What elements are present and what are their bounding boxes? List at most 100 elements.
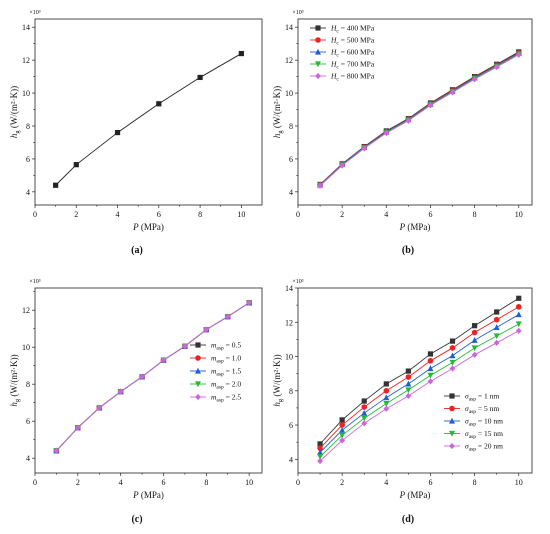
legend-marker [315, 61, 321, 68]
legend-label-value: = 2.5 [224, 393, 242, 402]
legend-label: masp = 2.5 [211, 393, 241, 404]
panel-a: 0 2 4 6 8 10 4 6 8 10 12 14 ×10³ P (MPa) hg (W/(m²·K))… [9, 10, 263, 256]
panel-caption: (a) [131, 245, 143, 256]
data-point [224, 313, 231, 320]
data-point [405, 117, 412, 124]
data-point [427, 365, 434, 372]
legend-label-value: = 5 nm [476, 404, 499, 413]
data-point [361, 409, 368, 416]
panel-d: 0 2 4 6 8 10 4 6 8 10 12 14×10³ P (MPa) hg (W/(m²·K))… [272, 279, 533, 525]
data-point [96, 404, 103, 411]
data-point [361, 404, 368, 410]
legend-label-symbol: σ [465, 442, 469, 451]
data-point [427, 351, 434, 357]
legend-marker [195, 381, 201, 388]
legend-label: masp = 1.0 [211, 354, 241, 365]
legend-label: Hc = 700 MPa [330, 60, 375, 71]
series-4 [317, 327, 522, 465]
legend-label-subscript: c [336, 77, 339, 83]
series-line [319, 330, 519, 462]
y-axis-label: hg (W/(m²·K)) [9, 354, 21, 406]
x-tick-label: 4 [384, 210, 388, 219]
y-axis-label-subscript: g [277, 130, 284, 134]
y-axis-label-unit: (W/(m²·K)) [9, 354, 19, 398]
legend-label-subscript: c [336, 29, 339, 35]
y-tick-label: 8 [26, 122, 30, 131]
plot-frame [297, 18, 533, 206]
x-tick-label: 8 [198, 210, 202, 219]
x-tick-label: 4 [384, 478, 388, 487]
x-axis-label-unit: (MPa) [405, 222, 430, 232]
data-point [160, 357, 167, 364]
data-point [361, 420, 368, 427]
series-line [56, 302, 250, 452]
legend-label-symbol: m [211, 393, 217, 402]
legend-label-value: = 400 MPa [339, 24, 375, 33]
legend-label-subscript: c [336, 53, 339, 59]
series-4 [317, 51, 522, 189]
y-axis-label-symbol: h [9, 133, 19, 138]
legend-label: σasp = 20 nm [465, 442, 503, 453]
legend-label-subscript: asp [216, 359, 224, 365]
y-tick-label: 14 [285, 284, 293, 293]
data-point [117, 388, 124, 395]
x-axis-label: P (MPa) [132, 222, 164, 232]
series-0 [53, 50, 244, 188]
legend-marker [449, 430, 455, 437]
legend-label-symbol: H [330, 48, 337, 57]
x-tick-label: 8 [473, 210, 477, 219]
data-point [114, 129, 121, 136]
y-tick-label: 8 [26, 380, 30, 389]
y-tick-label: 10 [22, 343, 30, 352]
x-tick-label: 0 [296, 478, 300, 487]
legend-label-subscript: asp [469, 397, 477, 403]
data-point [471, 337, 478, 343]
data-point [73, 162, 79, 168]
legend-label-value: = 0.5 [224, 341, 242, 350]
y-exponent-label: ×10³ [29, 279, 40, 285]
x-tick-label: 2 [340, 478, 344, 487]
legend-label-symbol: m [211, 354, 217, 363]
x-tick-label: 2 [340, 210, 344, 219]
y-axis-label: hg (W/(m²·K)) [272, 86, 284, 138]
data-point [515, 321, 522, 328]
y-tick-label: 4 [26, 454, 30, 463]
series-2 [317, 311, 522, 456]
legend-label-symbol: m [211, 380, 217, 389]
data-point [515, 304, 522, 310]
data-point [53, 447, 60, 454]
data-point [405, 368, 411, 374]
legend-label-symbol: σ [465, 404, 469, 413]
y-tick-label: 8 [289, 122, 293, 131]
legend-marker [449, 393, 455, 399]
series-line [319, 54, 519, 187]
y-axis-label-subscript: g [14, 398, 21, 402]
data-point [427, 378, 434, 385]
data-point [139, 373, 145, 380]
y-axis-label-symbol: h [9, 402, 19, 407]
legend-label-symbol: m [211, 367, 217, 376]
legend-label-symbol: σ [465, 417, 469, 426]
data-point [493, 316, 500, 323]
data-point [472, 323, 478, 329]
legend-label-subscript: asp [216, 385, 224, 391]
x-tick-label: 2 [76, 478, 80, 487]
y-tick-label: 12 [285, 56, 293, 65]
data-point [339, 426, 346, 433]
legend-label-symbol: H [330, 24, 337, 33]
x-tick-label: 10 [515, 478, 523, 487]
y-exponent-label: ×10³ [292, 10, 303, 16]
data-point [493, 324, 500, 330]
data-point [74, 424, 81, 431]
legend-marker [195, 367, 201, 374]
legend-label: σasp = 5 nm [465, 404, 499, 415]
legend-label-value: = 800 MPa [339, 72, 375, 81]
x-tick-label: 4 [116, 210, 120, 219]
data-point [383, 381, 389, 387]
panel-b: 0 2 4 6 8 10 4 6 8 10 12 14 ×10³ P (MPa) hg (W/(m²·K))… [272, 10, 533, 256]
data-point [383, 387, 390, 394]
legend-label-subscript: asp [216, 346, 224, 352]
